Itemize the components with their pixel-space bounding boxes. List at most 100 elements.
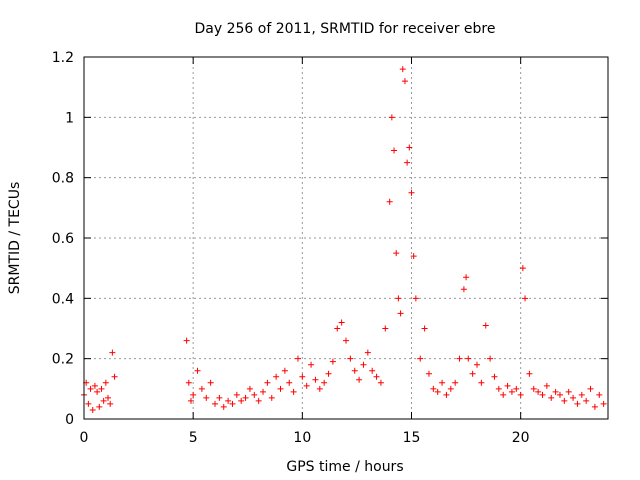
data-point — [281, 367, 288, 374]
data-point — [198, 385, 205, 392]
data-point — [185, 379, 192, 386]
data-point — [539, 391, 546, 398]
data-point — [347, 355, 354, 362]
x-tick-label: 15 — [403, 430, 421, 446]
x-tick-label: 10 — [293, 430, 311, 446]
data-point — [286, 379, 293, 386]
data-point — [517, 391, 524, 398]
data-point — [98, 385, 105, 392]
data-point — [548, 394, 555, 401]
data-point — [500, 391, 507, 398]
data-point — [417, 355, 424, 362]
data-point — [382, 325, 389, 332]
data-point — [277, 385, 284, 392]
data-point — [465, 355, 472, 362]
data-point — [299, 373, 306, 380]
data-point — [412, 295, 419, 302]
data-point — [334, 325, 341, 332]
y-tick-label: 0.8 — [52, 171, 74, 187]
data-point — [583, 397, 590, 404]
data-point — [343, 337, 349, 344]
data-point — [478, 379, 485, 386]
data-point — [100, 397, 107, 404]
data-point — [369, 367, 376, 374]
data-point — [469, 370, 476, 377]
data-point — [242, 394, 249, 401]
data-point — [421, 325, 428, 332]
data-point — [530, 385, 537, 392]
data-point — [225, 397, 232, 404]
data-point — [303, 382, 310, 389]
chart-title: Day 256 of 2011, SRMTID for receiver ebr… — [195, 21, 496, 37]
data-point — [364, 349, 371, 356]
data-point — [487, 355, 494, 362]
data-point — [255, 397, 262, 404]
data-point — [463, 274, 470, 281]
data-point — [491, 373, 498, 380]
data-point — [316, 385, 323, 392]
axis-ticks: 0 0.2 0.4 0.6 0.8 1 1.2 0 5 10 15 20 — [52, 50, 608, 446]
x-axis-label: GPS time / hours — [286, 459, 403, 475]
y-tick-label: 1.2 — [52, 50, 74, 66]
data-point — [264, 379, 271, 386]
data-point — [561, 397, 568, 404]
data-point — [338, 319, 345, 326]
data-point — [460, 286, 467, 293]
data-point — [452, 379, 459, 386]
y-tick-label: 0.4 — [52, 291, 74, 307]
data-point — [190, 391, 197, 398]
data-point — [408, 189, 415, 196]
data-point — [526, 370, 533, 377]
data-point — [216, 394, 223, 401]
data-point — [522, 295, 529, 302]
data-point — [508, 388, 515, 395]
data-point — [325, 370, 332, 377]
data-point — [377, 379, 384, 386]
data-point — [251, 391, 258, 398]
data-point — [425, 370, 432, 377]
data-point — [574, 400, 581, 407]
data-point — [212, 400, 218, 407]
data-point — [85, 400, 92, 407]
x-tick-label: 0 — [80, 430, 89, 446]
data-point — [495, 385, 502, 392]
data-point — [260, 388, 267, 395]
data-point — [430, 385, 437, 392]
data-point — [600, 400, 607, 407]
data-point — [393, 250, 400, 257]
data-point — [96, 403, 103, 410]
data-point — [229, 400, 236, 407]
data-points — [81, 66, 607, 413]
data-point — [410, 253, 417, 260]
data-point — [89, 406, 96, 413]
data-point — [203, 394, 210, 401]
y-tick-label: 1 — [65, 110, 74, 126]
data-point — [321, 379, 328, 386]
data-point — [87, 385, 94, 392]
data-point — [513, 385, 520, 392]
data-point — [268, 394, 275, 401]
data-point — [194, 367, 201, 374]
data-point — [102, 379, 109, 386]
data-point — [111, 373, 118, 380]
data-point — [360, 361, 367, 368]
data-point — [107, 400, 114, 407]
data-point — [312, 376, 319, 383]
data-point — [443, 391, 450, 398]
data-point — [388, 114, 395, 121]
data-point — [399, 66, 406, 73]
grid — [84, 57, 608, 419]
data-point — [456, 355, 463, 362]
data-point — [482, 322, 489, 329]
data-point — [105, 394, 112, 401]
data-point — [556, 391, 563, 398]
x-tick-label: 5 — [189, 430, 198, 446]
data-point — [596, 391, 603, 398]
data-point — [397, 310, 404, 317]
data-point — [447, 385, 454, 392]
data-point — [519, 265, 526, 272]
data-point — [329, 358, 336, 365]
data-point — [294, 355, 301, 362]
data-point — [356, 376, 363, 383]
data-point — [386, 198, 393, 205]
